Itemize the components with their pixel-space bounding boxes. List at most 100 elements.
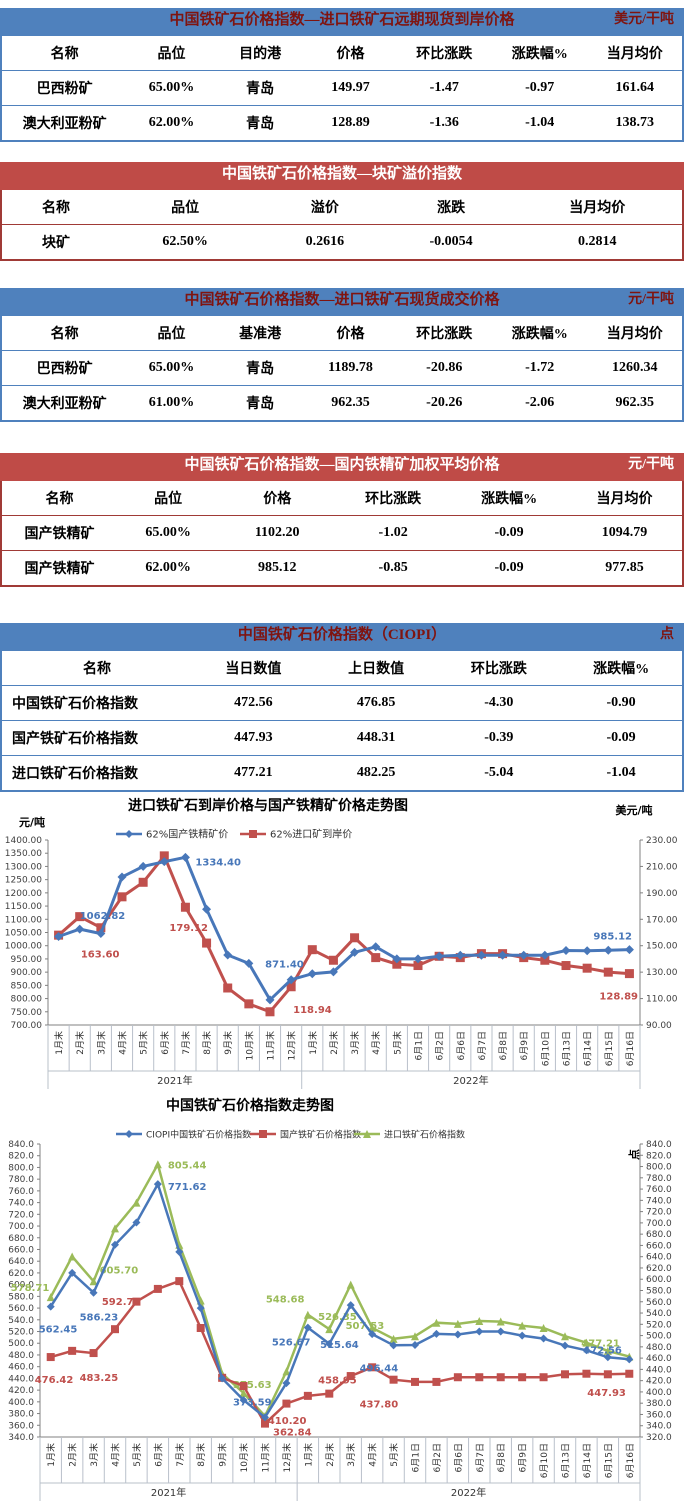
- table-title-bar: 中国铁矿石价格指数—进口铁矿石远期现货到岸价格 美元/干吨: [0, 8, 684, 36]
- diamond-marker-icon: [350, 947, 360, 957]
- right-axis-unit-label: 点: [627, 1149, 641, 1160]
- table-row: 国产铁精矿 62.00% 985.12 -0.85 -0.09 977.85: [1, 551, 683, 586]
- triangle-marker-icon: [603, 1346, 612, 1355]
- table-cell: -1.02: [378, 525, 408, 540]
- triangle-marker-icon: [496, 1317, 505, 1326]
- table-cell: 0.2616: [305, 234, 345, 249]
- year-group-label: 2021年: [157, 1074, 192, 1087]
- table-row: 澳大利亚粉矿 61.00% 青岛 962.35 -20.26 -2.06 962.35: [1, 386, 683, 421]
- square-marker-icon: [518, 1373, 527, 1382]
- square-marker-icon: [180, 902, 190, 912]
- diamond-marker-icon: [603, 1353, 612, 1362]
- left-axis-tick-label: 1150.00: [5, 902, 42, 912]
- x-axis-category-label: 12月末: [286, 1031, 298, 1060]
- square-marker-icon: [561, 961, 571, 971]
- triangle-marker-icon: [582, 1338, 591, 1347]
- left-axis-tick-label: 600.0: [8, 1281, 34, 1291]
- x-axis-category-label: 3月末: [95, 1031, 107, 1055]
- diamond-marker-icon: [180, 852, 190, 862]
- table-cell: 472.56: [234, 695, 273, 710]
- left-axis-tick-label: 1100.00: [5, 915, 42, 925]
- column-header: 品位: [157, 47, 186, 62]
- triangle-marker-icon: [132, 1198, 141, 1207]
- diamond-marker-icon: [561, 1341, 569, 1350]
- right-axis-tick-label: 420.0: [646, 1377, 672, 1387]
- data-point-label: 1062.82: [80, 911, 126, 922]
- left-axis-tick-label: 1000.00: [5, 942, 42, 952]
- triangle-marker-icon: [432, 1318, 441, 1327]
- table-cell: 中国铁矿石价格指数: [12, 697, 138, 712]
- table-title: 中国铁矿石价格指数—块矿溢价指数: [221, 166, 462, 182]
- x-axis-category-label: 4月末: [370, 1031, 382, 1055]
- left-axis-tick-label: 360.0: [8, 1421, 34, 1431]
- diamond-marker-icon: [392, 954, 402, 964]
- left-axis-tick-label: 460.0: [8, 1363, 34, 1373]
- triangle-marker-icon: [411, 1332, 419, 1341]
- table-cell: 128.89: [331, 115, 370, 130]
- square-marker-icon: [286, 982, 296, 992]
- table-cell: -2.06: [525, 395, 555, 410]
- table-cell: -1.04: [606, 765, 636, 780]
- left-axis-tick-label: 400.0: [8, 1398, 34, 1408]
- diamond-marker-icon: [432, 1329, 441, 1338]
- right-axis-tick-label: 90.00: [646, 1021, 672, 1031]
- legend-item: 62%进口矿到岸价: [240, 828, 352, 841]
- table-row: 进口铁矿石价格指数 477.21 482.25 -5.04 -1.04: [1, 756, 683, 791]
- x-axis-category-label: 10月末: [238, 1443, 250, 1472]
- left-axis-tick-label: 560.0: [8, 1304, 34, 1314]
- diamond-marker-icon: [125, 1130, 133, 1138]
- left-axis-tick-label: 540.0: [8, 1316, 34, 1326]
- table-cell: 62.00%: [145, 560, 191, 575]
- diamond-marker-icon: [582, 1346, 591, 1355]
- table-unit: 点: [660, 627, 674, 642]
- data-table: 名称 品位 价格 环比涨跌 涨跌幅% 当月均价 国产铁精矿 65.00% 1102.20 -1.0…: [0, 481, 684, 587]
- column-header: 当月均价: [569, 201, 626, 216]
- data-point-label: 1334.40: [195, 857, 241, 868]
- left-axis-unit-label: 元/吨: [19, 815, 45, 829]
- square-marker-icon: [132, 1297, 141, 1306]
- x-axis-category-label: 5月末: [131, 1443, 143, 1467]
- x-axis-category-label: 6月16日: [625, 1031, 636, 1066]
- square-marker-icon: [582, 963, 592, 973]
- year-group-label: 2022年: [451, 1486, 486, 1499]
- diamond-marker-icon: [540, 950, 550, 960]
- table-cell: -0.97: [525, 80, 555, 95]
- table-cell: -0.39: [484, 730, 514, 745]
- table-title-bar: 中国铁矿石价格指数—进口铁矿石现货成交价格 元/干吨: [0, 288, 684, 316]
- square-marker-icon: [89, 1349, 98, 1358]
- x-axis-category-label: 6月15日: [603, 1443, 614, 1478]
- data-point-label: 496.44: [360, 1363, 399, 1374]
- column-header-row: 名称 当日数值 上日数值 环比涨跌 涨跌幅%: [1, 651, 683, 686]
- diamond-marker-icon: [455, 950, 465, 960]
- right-axis-tick-label: 680.0: [646, 1230, 672, 1240]
- triangle-marker-icon: [539, 1324, 548, 1333]
- left-axis-tick-label: 480.0: [8, 1351, 34, 1361]
- x-axis-category-label: 5月末: [391, 1031, 403, 1055]
- table-cell: 青岛: [246, 117, 275, 132]
- square-marker-icon: [350, 933, 360, 943]
- square-marker-icon: [259, 1130, 267, 1138]
- left-axis-tick-label: 380.0: [8, 1410, 34, 1420]
- year-group-label: 2022年: [453, 1074, 488, 1087]
- x-axis-category-band: 1月末 2月末 3月末 4月末 5月末 6月末 7月末 8月末 9月末 10月末 11月末 12月末 1…: [39, 1437, 641, 1484]
- legend-label: 进口铁矿石价格指数: [384, 1129, 465, 1141]
- data-point-label: 362.84: [273, 1428, 312, 1439]
- triangle-marker-icon: [303, 1310, 312, 1319]
- data-point-label: 128.89: [599, 992, 638, 1003]
- diamond-marker-icon: [202, 904, 212, 914]
- column-header: 名称: [50, 47, 79, 62]
- x-axis-category-label: 4月末: [367, 1443, 379, 1467]
- x-axis-category-label: 6月14日: [583, 1031, 594, 1066]
- diamond-marker-icon: [261, 1413, 269, 1422]
- square-marker-icon: [582, 1369, 591, 1378]
- left-axis-tick-label: 640.0: [8, 1257, 34, 1267]
- data-point-label: 548.68: [266, 1295, 305, 1306]
- table-cell: 块矿: [42, 236, 71, 251]
- x-axis-category-label: 6月10日: [539, 1443, 550, 1478]
- column-header: 当月均价: [606, 327, 663, 342]
- diamond-marker-icon: [496, 1327, 505, 1336]
- x-axis-category-label: 4月末: [110, 1443, 122, 1467]
- table-cell: -0.09: [606, 730, 636, 745]
- column-header: 环比涨跌: [416, 327, 473, 342]
- table-cell: 1102.20: [254, 525, 300, 540]
